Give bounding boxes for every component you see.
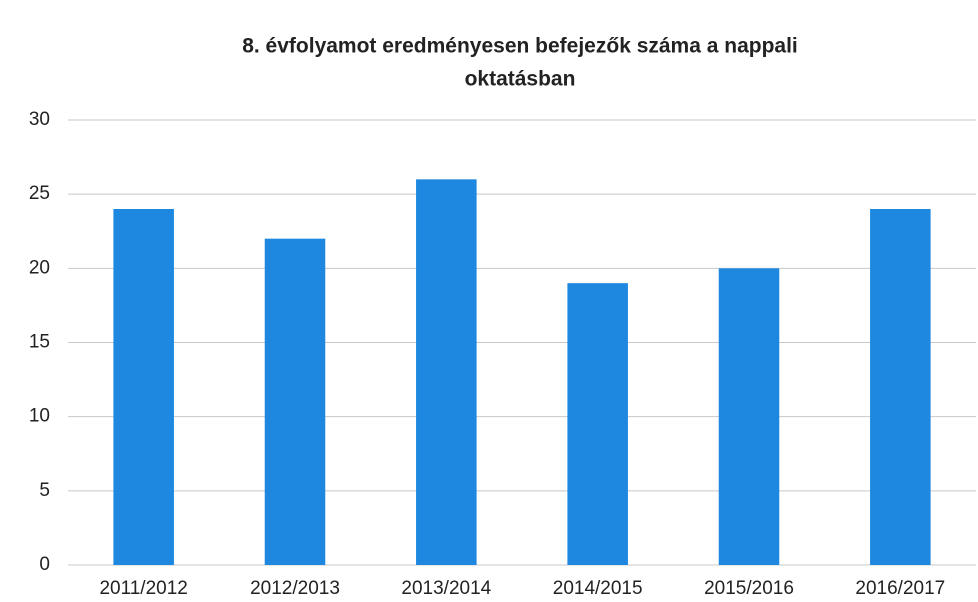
- bar: [264, 238, 326, 565]
- x-tick-label: 2015/2016: [704, 578, 794, 599]
- x-tick-label: 2012/2013: [250, 578, 340, 599]
- y-tick-label: 20: [29, 257, 50, 278]
- bar: [718, 268, 780, 565]
- bar: [567, 283, 628, 565]
- y-tick-label: 25: [29, 183, 50, 204]
- x-tick-label: 2016/2017: [855, 578, 945, 599]
- chart-title: oktatásban: [465, 68, 576, 91]
- chart-title: 8. évfolyamot eredményesen befejezők szá…: [242, 35, 798, 58]
- x-tick-label: 2013/2014: [401, 578, 491, 599]
- y-tick-label: 0: [39, 554, 50, 575]
- y-tick-label: 5: [39, 480, 50, 501]
- y-tick-label: 10: [29, 406, 50, 427]
- bar: [870, 209, 931, 565]
- x-tick-label: 2011/2012: [99, 578, 187, 599]
- bar: [113, 209, 174, 565]
- x-tick-label: 2014/2015: [553, 578, 643, 599]
- bar: [416, 179, 477, 566]
- y-tick-label: 30: [29, 109, 50, 130]
- y-tick-label: 15: [29, 332, 50, 353]
